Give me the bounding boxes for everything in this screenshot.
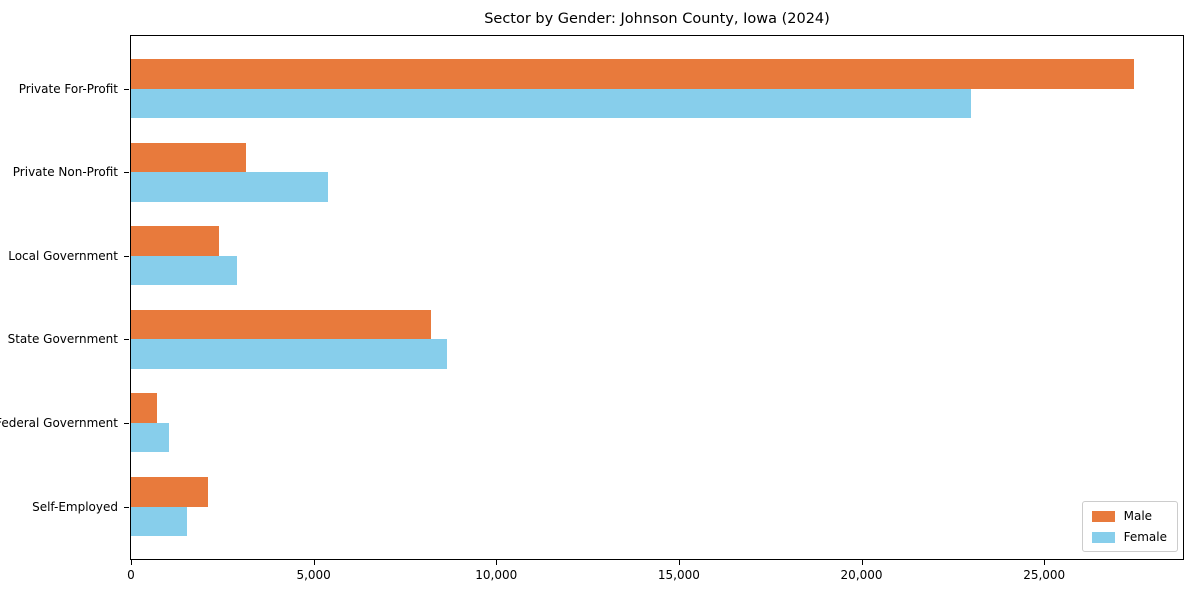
legend: Male Female: [1081, 501, 1178, 552]
y-tick-mark: [124, 339, 129, 341]
x-tick-mark: [1044, 560, 1046, 565]
x-tick-mark: [496, 560, 498, 565]
legend-label-female: Female: [1123, 530, 1167, 544]
x-tick-label: 5,000: [296, 568, 331, 582]
bar-male-5: [131, 477, 208, 507]
chart-title: Sector by Gender: Johnson County, Iowa (…: [484, 11, 830, 27]
y-tick-label: Local Government: [8, 248, 118, 263]
bar-female-0: [131, 88, 972, 118]
y-tick-mark: [124, 506, 129, 508]
legend-item-male: Male: [1091, 509, 1167, 523]
y-tick-mark: [124, 255, 129, 257]
x-tick-label: 0: [127, 568, 135, 582]
y-axis: Private For-Profit Private Non-Profit Loca…: [0, 36, 130, 559]
bar-female-1: [131, 172, 329, 202]
bar-female-5: [131, 506, 187, 536]
x-tick-label: 15,000: [657, 568, 700, 582]
y-tick-label: Private Non-Profit: [12, 165, 118, 180]
bar-male-2: [131, 226, 219, 256]
y-tick-mark: [124, 88, 129, 90]
y-tick-label: State Government: [7, 332, 118, 347]
bar-male-0: [131, 59, 1134, 89]
x-tick-label: 10,000: [475, 568, 518, 582]
x-tick-mark: [131, 560, 132, 565]
y-tick-label: Federal Government: [0, 415, 118, 430]
x-tick-mark: [861, 560, 863, 565]
bar-male-1: [131, 142, 247, 173]
bar-female-3: [131, 339, 447, 369]
bar-female-2: [131, 255, 237, 286]
x-tick-label: 20,000: [840, 568, 883, 582]
bar-male-3: [131, 309, 431, 340]
male-swatch: [1091, 510, 1115, 522]
y-tick-mark: [124, 172, 129, 174]
x-tick-label: 25,000: [1023, 568, 1066, 582]
legend-label-male: Male: [1123, 509, 1153, 523]
x-tick-mark: [678, 560, 680, 565]
y-tick-label: Self-Employed: [32, 499, 118, 514]
y-tick-mark: [124, 422, 129, 424]
x-axis: 0 5,000 10,000 15,000 20,000 25,000: [127, 560, 1184, 598]
y-tick-label: Private For-Profit: [18, 81, 118, 96]
legend-item-female: Female: [1091, 530, 1167, 544]
x-tick-mark: [313, 560, 315, 565]
female-swatch: [1091, 531, 1115, 543]
bar-male-4: [131, 393, 157, 423]
plot-area: Male Female: [130, 35, 1184, 560]
bar-female-4: [131, 422, 170, 453]
